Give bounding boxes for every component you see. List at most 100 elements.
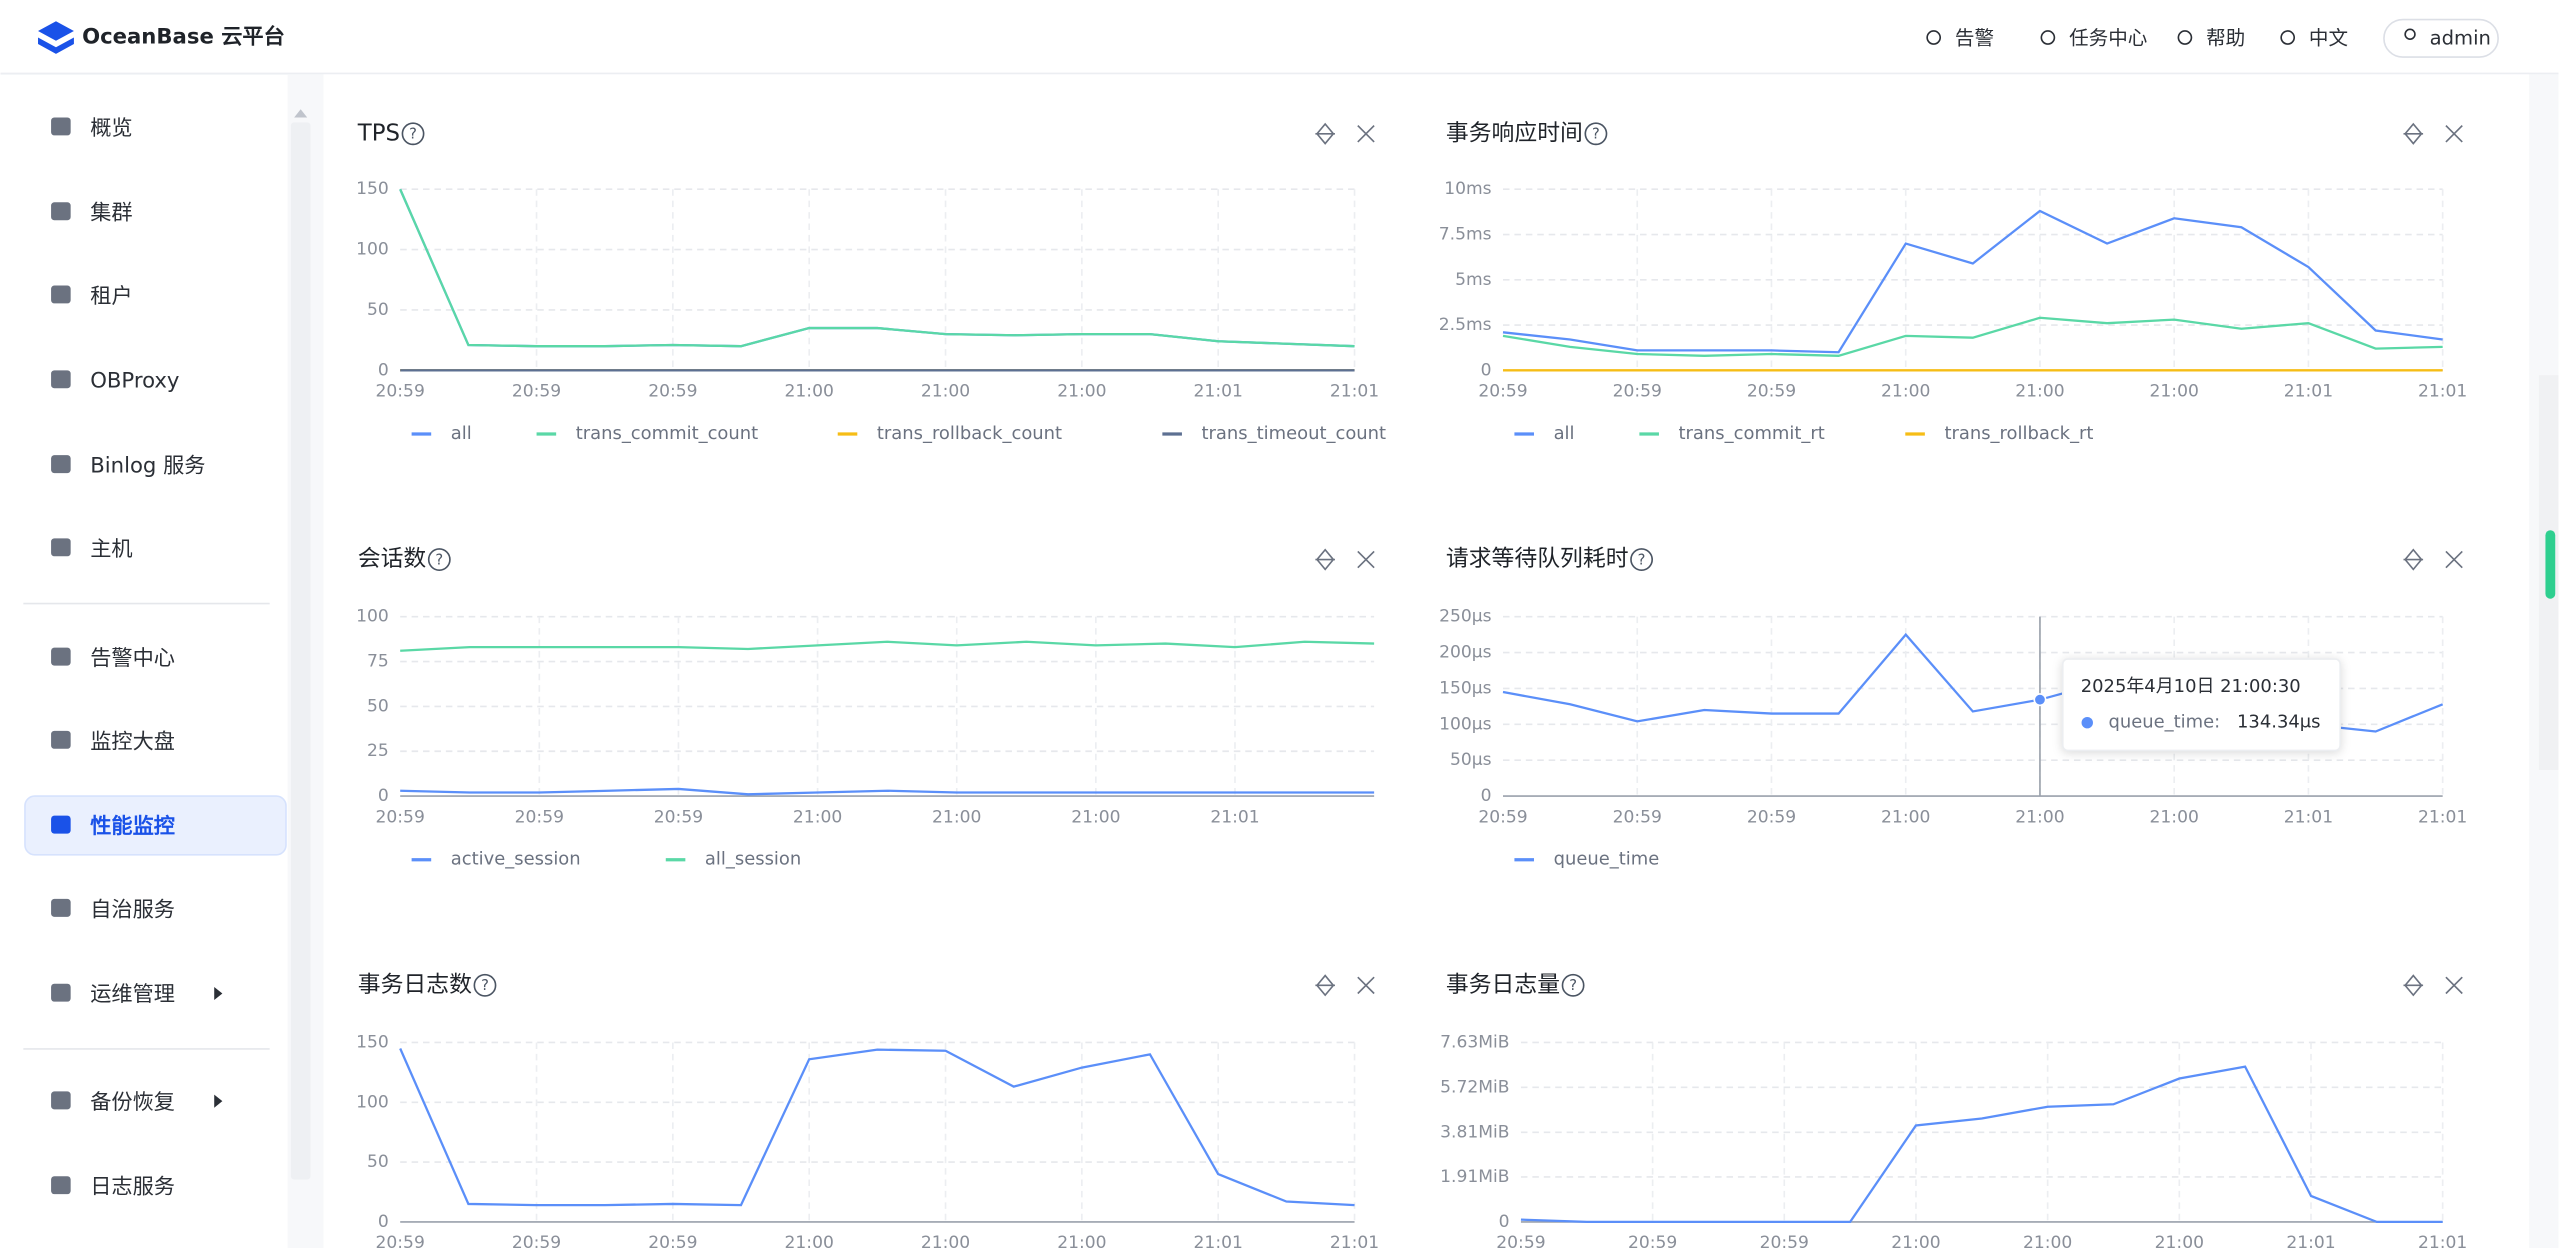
nav-item[interactable]: OBProxy (90, 368, 179, 393)
x-tick-label: 21:01 (1194, 1233, 1243, 1248)
nav-icon (51, 538, 71, 557)
chart-title: 事务响应时间 (1446, 120, 1583, 146)
x-tick-label: 21:01 (1330, 1233, 1379, 1248)
x-tick-label: 21:01 (2418, 382, 2467, 402)
logo[interactable]: OceanBase 云平台 (82, 24, 285, 49)
nav-item[interactable]: 备份恢复 (90, 1089, 175, 1114)
legend-label[interactable]: active_session (451, 849, 581, 870)
legend-label[interactable]: trans_rollback_count (877, 423, 1062, 444)
y-tick-label: 5ms (1455, 270, 1492, 290)
nav-icon (51, 117, 71, 136)
fullscreen-icon[interactable] (1357, 550, 1375, 569)
fullscreen-icon[interactable] (2445, 550, 2463, 569)
user-name[interactable]: admin (2430, 27, 2491, 50)
fullscreen-icon[interactable] (1357, 125, 1375, 143)
x-tick-label: 21:00 (932, 807, 981, 827)
nav-icon (51, 815, 71, 834)
help-mark: ? (1569, 977, 1577, 994)
tool-icon[interactable] (1315, 122, 1335, 145)
nav-item[interactable]: 运维管理 (90, 981, 175, 1006)
nav-item[interactable]: Binlog 服务 (90, 453, 205, 478)
nav-icon (51, 983, 71, 1002)
tool-icon[interactable] (2403, 122, 2424, 145)
y-tick-label: 0 (378, 360, 389, 380)
legend-label[interactable]: all (1554, 423, 1575, 444)
x-tick-label: 21:00 (793, 807, 842, 827)
nav-item[interactable]: 监控大盘 (90, 728, 175, 753)
legend-label[interactable]: trans_rollback_rt (1944, 423, 2093, 444)
x-tick-label: 21:00 (2015, 382, 2064, 402)
header-action[interactable]: 帮助 (2206, 27, 2245, 50)
legend-label[interactable]: queue_time (1554, 849, 1660, 870)
x-tick-label: 21:00 (2023, 1233, 2072, 1248)
y-tick-label: 150 (356, 179, 389, 199)
nav-icon (51, 730, 71, 749)
tool-icon[interactable] (2403, 974, 2424, 997)
x-tick-label: 21:00 (1057, 1233, 1106, 1248)
legend-label[interactable]: all_session (705, 849, 801, 870)
y-tick-label: 3.81MiB (1440, 1122, 1509, 1142)
chart-panel: 事务日志数 ? 0 50 100 150 20:59 20:59 20:59 21:00 21:00… (356, 972, 1379, 1248)
active-bg (24, 795, 287, 856)
tool-icon[interactable] (1315, 974, 1335, 997)
fullscreen-icon[interactable] (2445, 976, 2463, 995)
x-tick-label: 20:59 (376, 1233, 425, 1248)
series-line (400, 787, 1375, 796)
hover-point (2033, 693, 2047, 707)
y-tick-label: 100μs (1439, 714, 1492, 734)
legend-label[interactable]: trans_timeout_count (1202, 423, 1387, 444)
user-button[interactable] (2383, 18, 2499, 58)
nav-item[interactable]: 性能监控 (90, 813, 175, 838)
y-tick-label: 50 (367, 1152, 389, 1172)
tooltip-dot (2081, 716, 2093, 729)
x-tick-label: 21:00 (1881, 807, 1930, 827)
header-action[interactable]: 任务中心 (2069, 27, 2147, 50)
nav-item[interactable]: 概览 (90, 115, 132, 140)
nav-item[interactable]: 告警中心 (90, 645, 175, 670)
nav-item[interactable]: 租户 (90, 283, 132, 308)
series-line (1502, 209, 2443, 354)
fullscreen-icon[interactable] (1357, 976, 1375, 995)
user-icon (2404, 28, 2416, 40)
x-tick-label: 20:59 (1478, 807, 1527, 827)
chart-title: TPS (357, 120, 400, 146)
action-icon (2280, 30, 2296, 45)
help-icon (1630, 548, 1653, 571)
chart-panel: 会话数 ? 0 25 50 75 100 20:59 20:59 20:59 21:00 21:00 2… (356, 546, 1375, 870)
nav-item[interactable]: 主机 (90, 536, 132, 561)
x-tick-label: 20:59 (376, 807, 425, 827)
y-tick-label: 0 (1499, 1212, 1510, 1232)
help-mark: ? (409, 126, 417, 143)
y-tick-label: 7.5ms (1439, 225, 1492, 245)
nav-item[interactable]: 集群 (90, 200, 132, 225)
scroll-thumb (2545, 530, 2556, 599)
legend-label[interactable]: trans_commit_count (576, 423, 758, 444)
nav-item[interactable]: 自治服务 (90, 896, 175, 921)
x-tick-label: 20:59 (512, 1233, 561, 1248)
tool-icon[interactable] (2403, 548, 2424, 571)
x-tick-label: 21:00 (785, 382, 834, 402)
series-line (399, 1048, 1355, 1207)
legend-label[interactable]: trans_commit_rt (1679, 423, 1825, 444)
tool-icon[interactable] (1315, 548, 1335, 571)
help-icon (427, 548, 451, 571)
y-tick-label: 200μs (1439, 643, 1492, 663)
x-tick-label: 21:01 (2418, 1233, 2467, 1248)
fullscreen-icon[interactable] (2445, 125, 2463, 143)
legend-label[interactable]: all (451, 423, 472, 444)
x-tick-label: 20:59 (376, 382, 425, 402)
header-action[interactable]: 中文 (2309, 27, 2348, 50)
header-action[interactable]: 告警 (1955, 27, 1994, 50)
help-icon (1584, 122, 1608, 146)
nav-item[interactable]: 日志服务 (90, 1174, 175, 1199)
x-tick-label: 21:00 (1071, 807, 1120, 827)
y-tick-label: 150 (356, 1032, 389, 1052)
nav-icon (51, 1176, 71, 1195)
x-tick-label: 20:59 (1496, 1233, 1545, 1248)
sidebar (0, 75, 288, 1248)
tooltip-value: 134.34μs (2237, 712, 2321, 733)
y-tick-label: 150μs (1439, 678, 1492, 698)
nav-icon (51, 370, 71, 389)
x-tick-label: 20:59 (648, 382, 697, 402)
chart-title: 会话数 (358, 546, 427, 572)
